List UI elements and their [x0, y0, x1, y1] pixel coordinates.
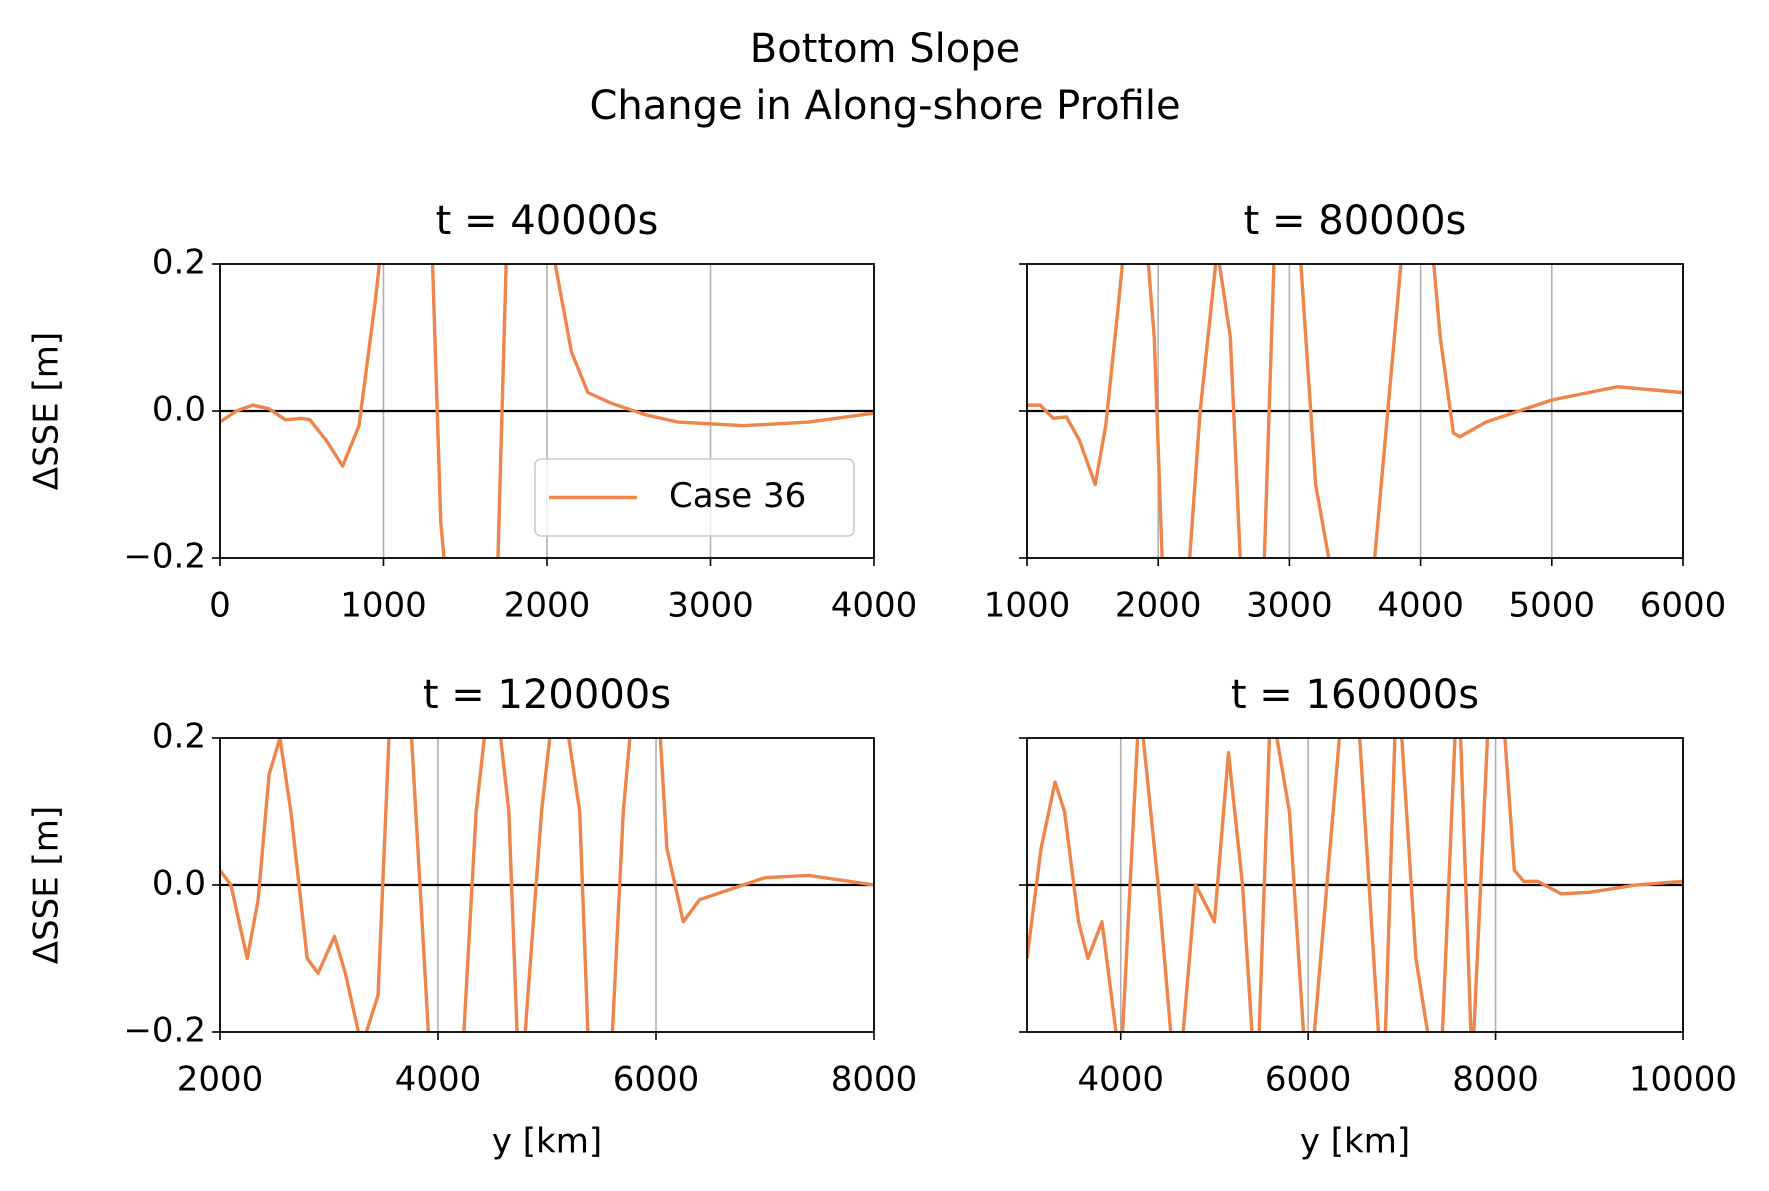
subplot-title: t = 160000s	[1231, 672, 1479, 718]
x-tick-label: 8000	[831, 1060, 918, 1100]
x-tick-label: 6000	[1265, 1060, 1352, 1100]
axes-frame	[219, 737, 875, 1033]
plot-area	[220, 738, 874, 1032]
x-tick-label: 8000	[1452, 1060, 1539, 1100]
x-tick-label: 3000	[667, 586, 754, 626]
x-axis-label: y [km]	[492, 1122, 602, 1162]
y-tick-label: 0.2	[152, 717, 206, 757]
x-tick-label: 4000	[1077, 1060, 1164, 1100]
x-tick-label: 5000	[1509, 586, 1596, 626]
x-tick-label: 4000	[395, 1060, 482, 1100]
x-tick-label: 4000	[1377, 586, 1464, 626]
x-tick-label: 6000	[613, 1060, 700, 1100]
figure-subtitle: Change in Along-shore Profile	[589, 83, 1180, 129]
data-line	[220, 264, 874, 558]
y-axis-label: ΔSSE [m]	[27, 332, 67, 490]
data-line	[1027, 738, 1683, 1032]
subplot-title: t = 120000s	[423, 672, 671, 718]
x-tick-label: 10000	[1629, 1060, 1737, 1100]
plot-area	[220, 264, 874, 558]
axes-frame	[219, 263, 875, 559]
y-tick-label: −0.2	[123, 1011, 206, 1051]
plot-area	[1027, 738, 1683, 1032]
x-tick-label: 2000	[504, 586, 591, 626]
figure-title: Bottom Slope	[750, 26, 1020, 72]
y-tick-label: −0.2	[123, 537, 206, 577]
x-tick-label: 2000	[1115, 586, 1202, 626]
x-tick-label: 3000	[1246, 586, 1333, 626]
y-tick-label: 0.0	[152, 390, 206, 430]
y-tick-label: 0.2	[152, 243, 206, 283]
x-tick-label: 0	[209, 586, 231, 626]
x-axis-label: y [km]	[1300, 1122, 1410, 1162]
plot-area	[1027, 264, 1683, 558]
x-tick-label: 2000	[177, 1060, 264, 1100]
data-line	[1027, 264, 1683, 558]
x-tick-label: 4000	[831, 586, 918, 626]
subplot-title: t = 40000s	[436, 198, 659, 244]
x-tick-label: 6000	[1640, 586, 1727, 626]
legend-box	[534, 458, 855, 537]
y-tick-label: 0.0	[152, 864, 206, 904]
x-tick-label: 1000	[340, 586, 427, 626]
subplot-title: t = 80000s	[1244, 198, 1467, 244]
data-line	[220, 738, 874, 1032]
y-axis-label: ΔSSE [m]	[27, 806, 67, 964]
x-tick-label: 1000	[984, 586, 1071, 626]
axes-frame	[1026, 737, 1684, 1033]
legend-label: Case 36	[669, 476, 806, 516]
axes-frame	[1026, 263, 1684, 559]
